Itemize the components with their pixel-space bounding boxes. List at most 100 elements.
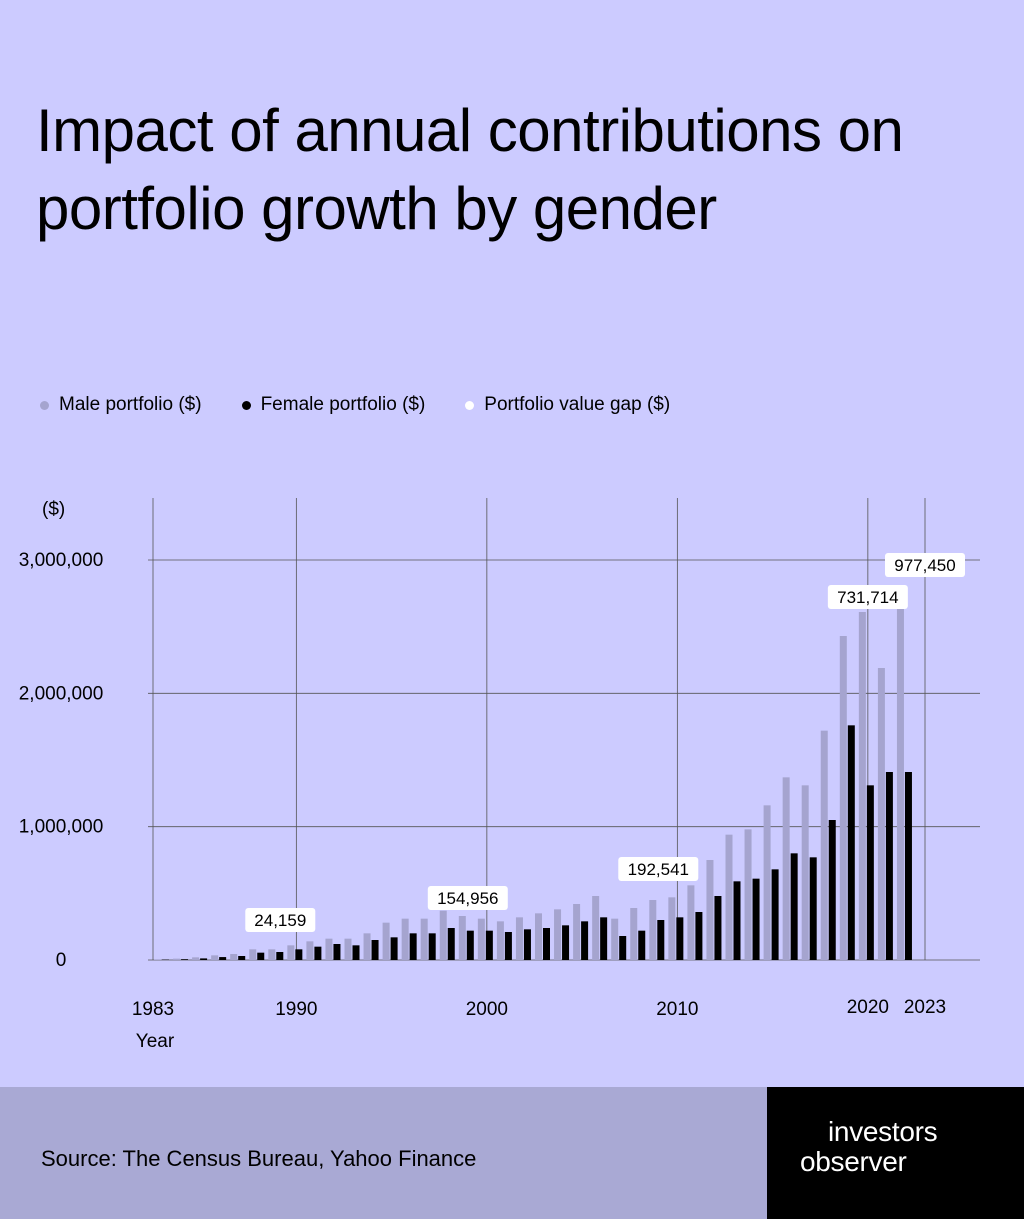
bar-male <box>573 904 581 960</box>
bar-female <box>733 881 741 960</box>
bar-female <box>562 925 570 960</box>
bar-male <box>458 916 466 960</box>
bar-female <box>695 912 703 960</box>
bar-male <box>439 910 447 960</box>
bar-female <box>828 820 836 960</box>
bar-female <box>676 917 684 960</box>
bar-male <box>706 860 714 960</box>
footer-source-panel <box>0 1087 767 1219</box>
bar-female <box>847 725 855 960</box>
legend-item-male: Male portfolio ($) <box>40 394 202 416</box>
bar-female <box>885 772 893 960</box>
bar-female <box>257 952 265 960</box>
bar-male <box>192 957 200 960</box>
legend: Male portfolio ($) Female portfolio ($) … <box>40 393 710 417</box>
bar-male <box>725 834 733 960</box>
bar-male <box>877 668 885 960</box>
bar-male <box>325 938 333 960</box>
y-tick-label: 3,000,000 <box>19 550 104 571</box>
bar-male <box>515 917 523 960</box>
annotation-box <box>427 886 508 910</box>
bar-male <box>687 885 695 960</box>
bar-male <box>230 954 238 960</box>
annotation-box <box>618 857 699 881</box>
bar-male <box>154 959 161 960</box>
bar-female <box>295 949 303 960</box>
bar-male <box>363 933 371 960</box>
y-tick-label: 1,000,000 <box>19 817 104 838</box>
annotation-label: 731,714 <box>837 588 898 607</box>
bar-female <box>866 785 874 960</box>
legend-item-gap: Portfolio value gap ($) <box>465 394 670 416</box>
bar-female <box>219 957 227 960</box>
x-tick-label: 1983 <box>132 999 174 1020</box>
bar-male <box>782 777 790 960</box>
annotation-box <box>827 585 908 609</box>
annotation-label: 977,450 <box>894 556 955 575</box>
bar-male <box>496 921 504 960</box>
legend-label-gap: Portfolio value gap ($) <box>484 394 671 415</box>
bar-female <box>600 917 608 960</box>
annotation-label: 192,541 <box>628 860 689 879</box>
bar-male <box>420 918 428 960</box>
bar-male <box>477 918 485 960</box>
bar-male <box>649 900 657 960</box>
bar-female <box>638 930 646 960</box>
bar-female <box>504 932 512 960</box>
bar-female <box>238 956 246 960</box>
source-text: Source: The Census Bureau, Yahoo Finance <box>41 1146 477 1171</box>
bar-male <box>896 585 904 960</box>
y-axis-label: ($) <box>42 499 65 520</box>
bar-male <box>630 908 638 960</box>
annotation-box <box>885 553 965 577</box>
bar-female <box>790 853 798 960</box>
annotation-label: 24,159 <box>254 911 306 930</box>
bar-female <box>771 869 779 960</box>
bar-male <box>611 918 619 960</box>
bar-male <box>744 829 752 960</box>
bar-female <box>581 921 589 960</box>
legend-dot-female <box>241 400 251 410</box>
bar-male <box>382 922 390 960</box>
bar-female <box>714 896 722 960</box>
bar-male <box>306 941 314 960</box>
bar-female <box>485 930 493 960</box>
bar-male <box>249 949 257 960</box>
bar-male <box>668 897 676 960</box>
bar-female <box>276 952 284 960</box>
bar-female <box>619 936 627 960</box>
footer-logo-panel <box>767 1087 1024 1219</box>
bar-male <box>820 730 828 960</box>
bar-female <box>466 930 474 960</box>
bar-male <box>268 949 276 960</box>
legend-dot-gap <box>465 400 475 410</box>
bar-male <box>763 805 771 960</box>
bar-female <box>428 933 436 960</box>
bar-female <box>447 928 455 960</box>
bar-male <box>554 909 562 960</box>
legend-label-female: Female portfolio ($) <box>260 394 426 415</box>
logo-line-2: observer <box>800 1146 907 1177</box>
bar-female <box>200 958 208 960</box>
bar-male <box>401 918 409 960</box>
bar-chart: 0 1,000,000 2,000,000 3,000,000 ($) 1983 1990 2… <box>19 498 980 1052</box>
bar-male <box>344 938 352 960</box>
x-tick-label: 2010 <box>656 999 698 1020</box>
legend-label-male: Male portfolio ($) <box>59 394 202 415</box>
x-tick-label: 2023 <box>904 997 946 1018</box>
bar-female <box>523 929 531 960</box>
bar-female <box>390 937 398 960</box>
bar-female <box>752 878 760 960</box>
annotation-label: 154,956 <box>437 889 498 908</box>
bar-male <box>592 896 600 960</box>
bar-male <box>858 612 866 960</box>
bar-male <box>287 945 295 960</box>
bar-male <box>211 955 219 960</box>
bar-male <box>839 636 847 960</box>
legend-dot-male <box>40 400 49 410</box>
y-tick-label: 0 <box>56 950 67 971</box>
bar-female <box>333 944 341 960</box>
bar-female <box>904 772 912 960</box>
bar-female <box>314 946 322 960</box>
x-axis-label: Year <box>136 1031 175 1052</box>
